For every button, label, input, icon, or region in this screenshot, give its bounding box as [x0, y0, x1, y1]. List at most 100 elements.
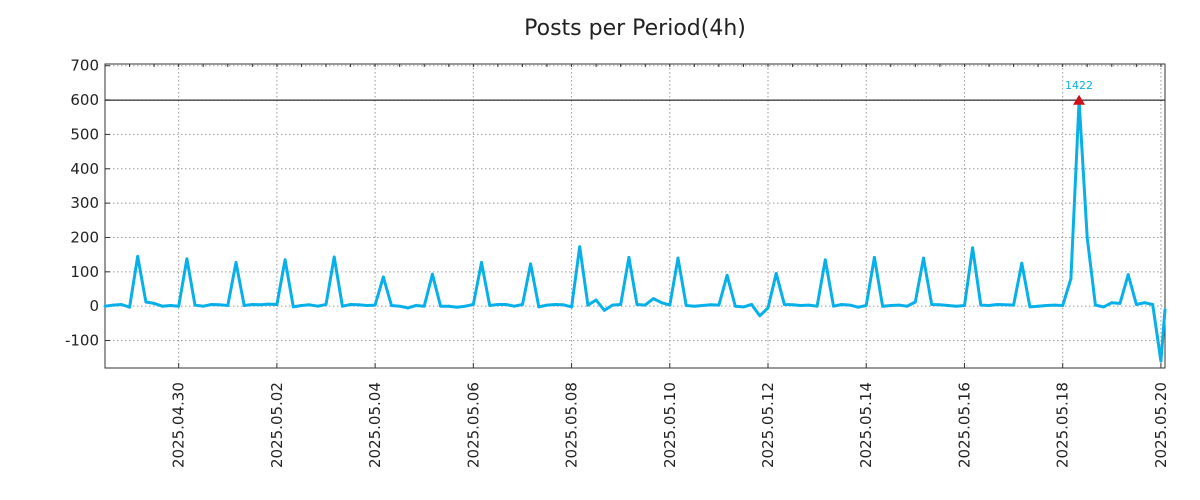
- data-point: [447, 304, 451, 308]
- data-point: [758, 314, 762, 318]
- data-point: [275, 303, 279, 306]
- data-point: [905, 304, 909, 308]
- data-point: [750, 303, 754, 306]
- data-point: [480, 261, 483, 264]
- x-tick-label: 2025.05.20: [1152, 382, 1170, 468]
- data-point: [381, 275, 385, 279]
- data-point: [308, 303, 312, 307]
- data-point: [799, 304, 803, 307]
- data-point: [913, 300, 917, 304]
- data-point: [1028, 305, 1032, 309]
- y-tick-label: -100: [65, 332, 99, 350]
- data-point: [668, 303, 672, 307]
- data-point: [643, 303, 647, 307]
- data-point: [1102, 305, 1106, 309]
- data-point: [365, 304, 369, 307]
- data-point: [537, 305, 541, 309]
- data-point: [471, 303, 475, 306]
- data-point: [144, 300, 148, 304]
- y-tick-label: 700: [70, 57, 99, 75]
- data-point: [414, 304, 418, 307]
- data-point: [169, 304, 172, 307]
- data-point: [1094, 303, 1097, 307]
- data-point: [930, 303, 934, 306]
- y-tick-label: 600: [70, 91, 99, 109]
- data-point: [455, 305, 459, 309]
- data-point: [971, 246, 975, 250]
- data-point: [627, 255, 631, 259]
- data-point: [717, 303, 721, 307]
- x-tick-label: 2025.05.02: [268, 382, 286, 468]
- data-point: [496, 303, 500, 306]
- data-point: [340, 304, 344, 308]
- data-point: [1012, 303, 1015, 307]
- data-point: [733, 304, 737, 308]
- data-point: [725, 273, 729, 277]
- data-point: [553, 303, 557, 306]
- data-point: [1151, 303, 1155, 306]
- data-point: [1159, 359, 1163, 363]
- data-point: [357, 303, 361, 307]
- data-point: [193, 303, 197, 307]
- data-point: [234, 261, 238, 264]
- y-tick-label: 400: [70, 160, 99, 178]
- data-point: [611, 303, 614, 307]
- x-tick-label: 2025.04.30: [170, 382, 188, 468]
- data-point: [488, 304, 492, 307]
- data-point: [398, 304, 402, 308]
- data-point: [1069, 277, 1073, 281]
- chart-title: Posts per Period(4h): [524, 16, 746, 41]
- data-point: [349, 303, 352, 306]
- y-tick-label: 500: [70, 125, 99, 143]
- data-point: [979, 303, 983, 307]
- data-point: [1036, 304, 1040, 308]
- data-point: [316, 304, 320, 308]
- data-point: [242, 304, 246, 307]
- data-point: [586, 303, 590, 307]
- data-point: [1163, 308, 1167, 312]
- x-tick-label: 2025.05.12: [759, 382, 777, 468]
- data-point: [1053, 303, 1056, 307]
- x-tick-label: 2025.05.16: [955, 382, 973, 468]
- data-point: [431, 272, 434, 276]
- data-point: [807, 303, 811, 307]
- x-tick-label: 2025.05.04: [366, 382, 384, 468]
- data-point: [864, 304, 868, 307]
- data-point: [177, 304, 181, 308]
- data-point: [324, 303, 328, 306]
- data-point: [823, 258, 827, 262]
- data-point: [103, 304, 107, 308]
- data-point: [709, 303, 713, 307]
- data-point: [1003, 303, 1007, 307]
- data-point: [136, 254, 140, 258]
- y-tick-label: 100: [70, 263, 99, 281]
- data-point: [1020, 261, 1024, 265]
- data-point: [250, 303, 254, 306]
- data-point: [774, 272, 778, 275]
- data-point: [652, 297, 655, 301]
- data-point: [267, 302, 271, 306]
- data-point: [1143, 301, 1146, 305]
- data-point: [521, 303, 524, 306]
- data-point: [545, 303, 549, 307]
- data-point: [201, 304, 205, 308]
- data-point: [782, 303, 786, 306]
- data-point: [439, 304, 442, 308]
- data-point: [422, 304, 426, 308]
- data-point: [259, 303, 262, 307]
- x-tick-label: 2025.05.06: [464, 382, 482, 468]
- data-point: [1085, 236, 1089, 239]
- data-point: [1110, 301, 1114, 305]
- data-point: [619, 303, 623, 306]
- data-point: [692, 304, 696, 308]
- data-point: [832, 304, 835, 308]
- x-tick-label: 2025.05.14: [857, 382, 875, 468]
- x-tick-label: 2025.05.10: [661, 382, 679, 468]
- data-point: [390, 304, 393, 307]
- data-point: [119, 303, 123, 306]
- data-point: [815, 304, 819, 308]
- data-point: [848, 303, 852, 307]
- data-point: [504, 303, 508, 306]
- data-point: [922, 256, 925, 260]
